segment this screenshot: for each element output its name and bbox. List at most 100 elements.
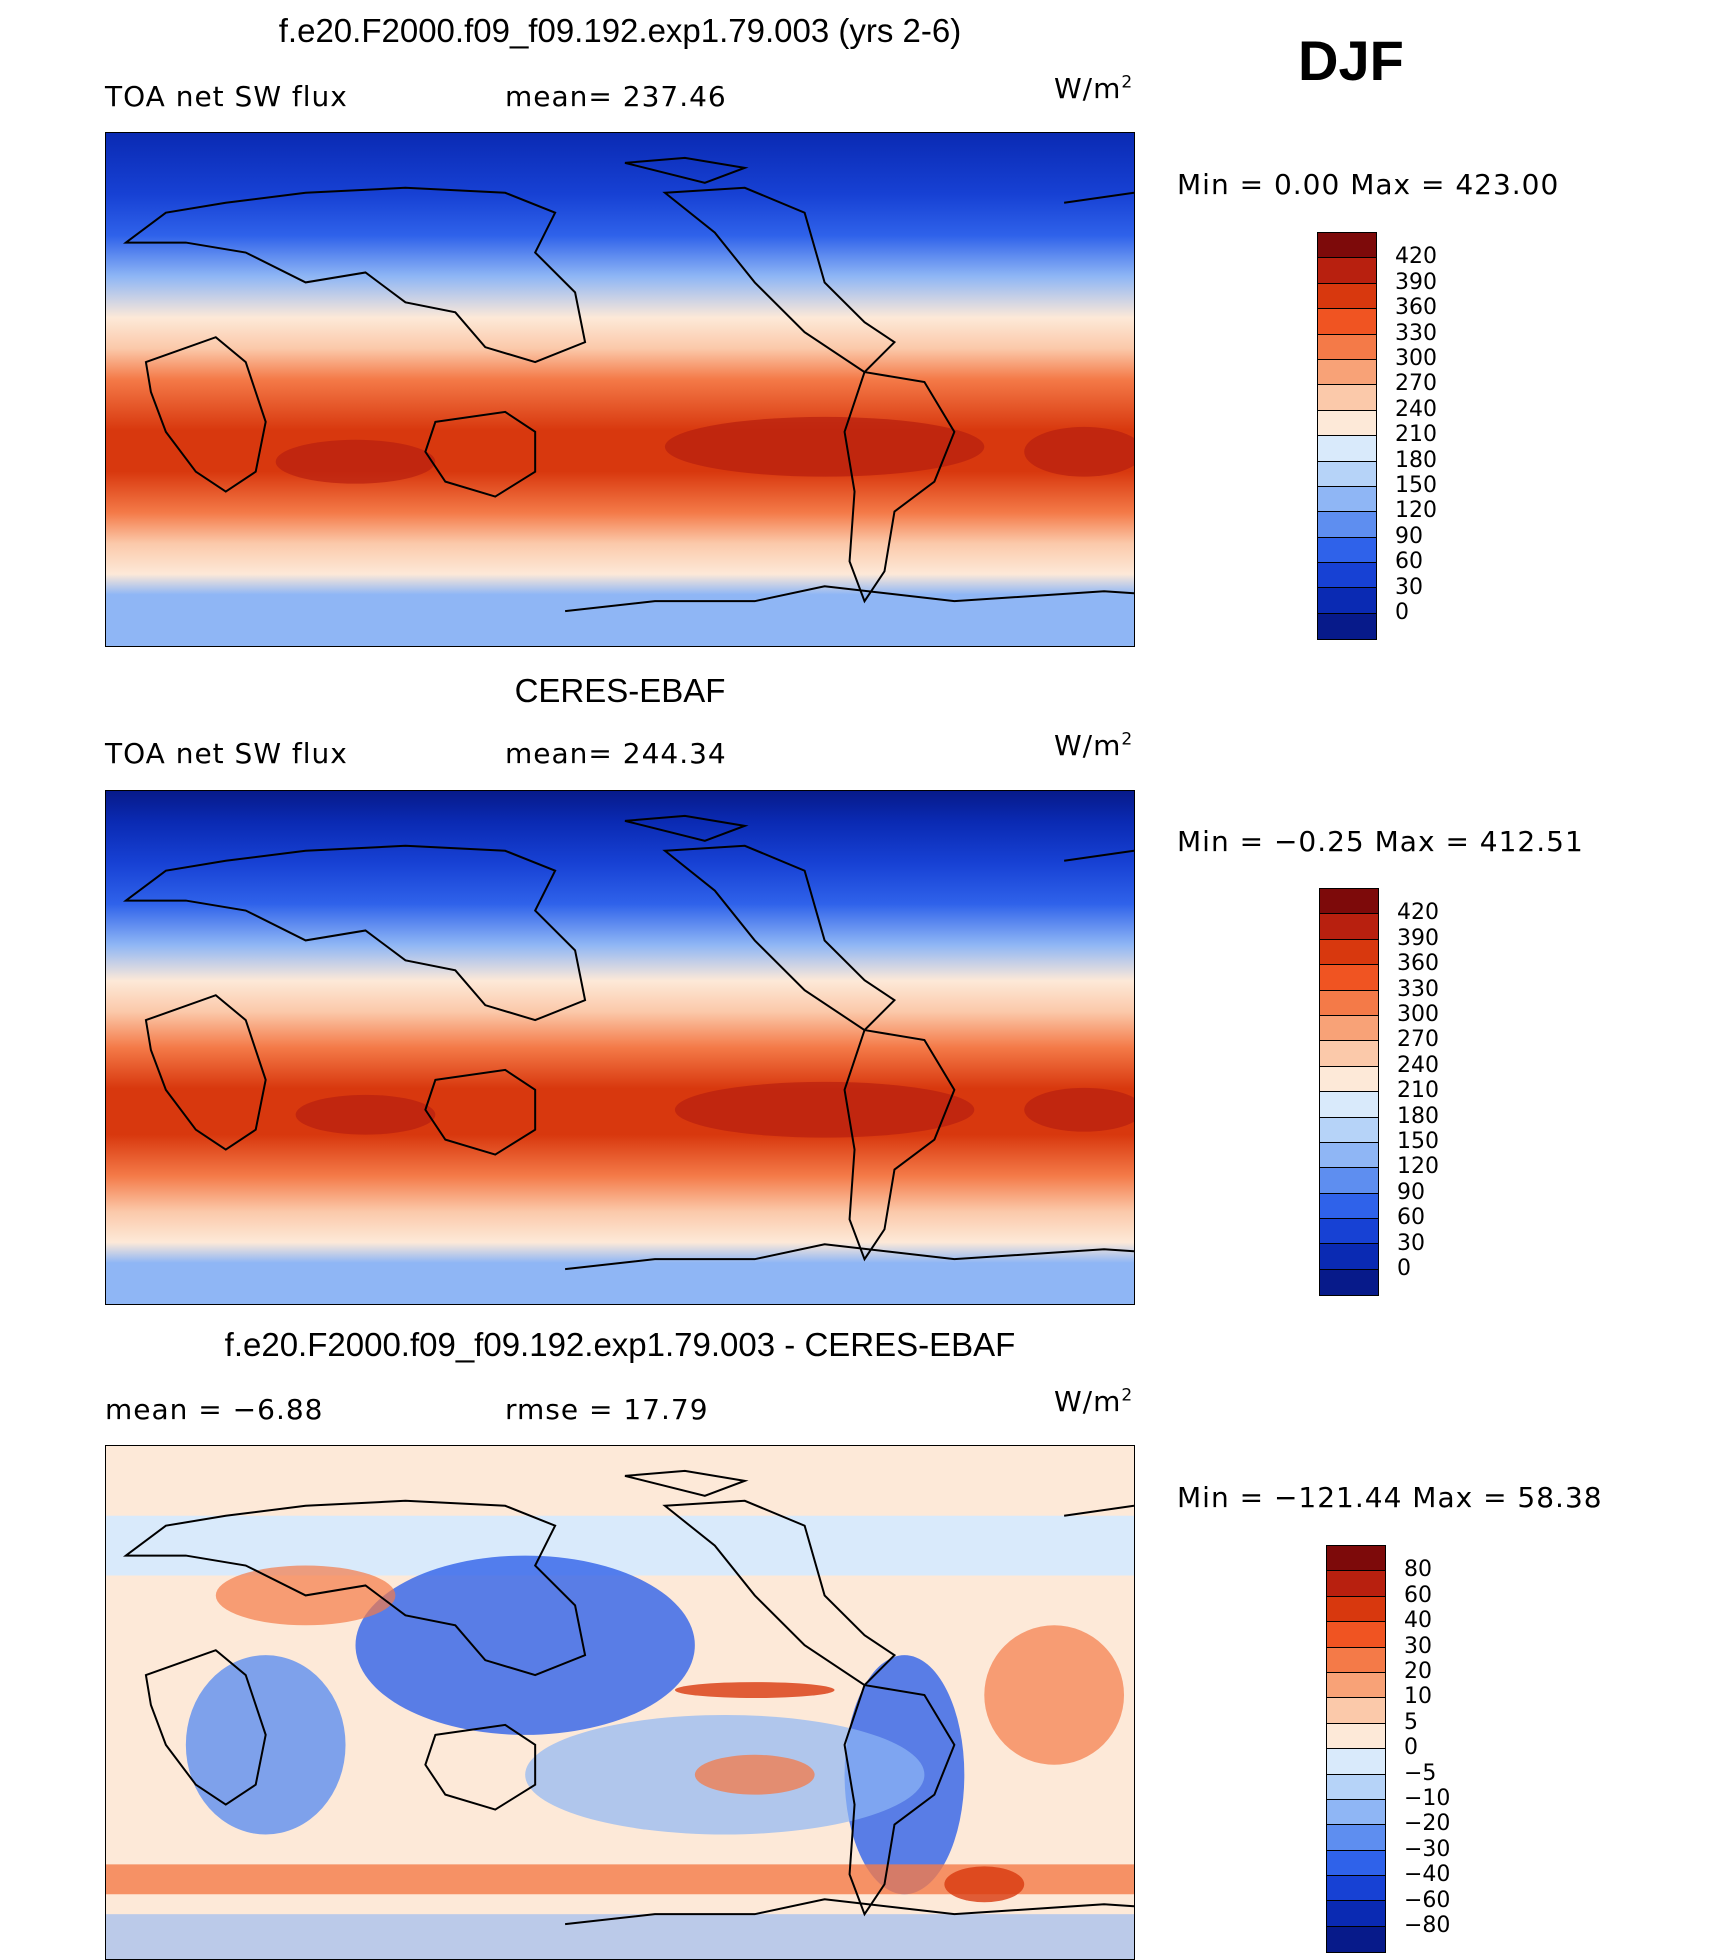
colorbar-tick-label: 0	[1404, 1735, 1418, 1761]
colorbar-swatch	[1327, 1799, 1385, 1826]
colorbar-swatch	[1318, 613, 1376, 640]
colorbar-tick-label: 20	[1404, 1659, 1432, 1684]
colorbar-swatch	[1327, 1723, 1385, 1750]
colorbar-tick-label: 240	[1397, 1052, 1439, 1078]
colorbar-swatch	[1318, 309, 1376, 335]
colorbar-tick-label: −10	[1404, 1786, 1451, 1811]
colorbar-swatch	[1327, 1774, 1385, 1800]
colorbar-tick-label: −40	[1404, 1862, 1451, 1888]
panel2-minmax: Min = −0.25 Max = 412.51	[1177, 825, 1584, 858]
colorbar-tick-label: 300	[1397, 1002, 1439, 1027]
colorbar-swatch	[1327, 1546, 1385, 1572]
colorbar-swatch	[1327, 1622, 1385, 1648]
colorbar-swatch	[1318, 588, 1376, 614]
colorbar-tick-label: 390	[1397, 925, 1439, 951]
colorbar-tick-label: 120	[1397, 1154, 1439, 1180]
panel1-map-svg	[106, 133, 1134, 646]
colorbar-swatch	[1318, 283, 1376, 310]
colorbar-swatch	[1318, 410, 1376, 437]
panel2-units: W/m2	[1054, 729, 1134, 762]
colorbar-tick-label: 270	[1395, 371, 1437, 397]
colorbar-swatch	[1320, 965, 1378, 991]
colorbar-tick-label: 270	[1397, 1027, 1439, 1053]
colorbar-tick-label: 10	[1404, 1684, 1432, 1710]
season-label: DJF	[1298, 29, 1404, 92]
colorbar-swatch	[1327, 1825, 1385, 1851]
colorbar-swatch	[1320, 1041, 1378, 1067]
panel1-mean-label: mean= 237.46	[505, 80, 727, 113]
colorbar-swatch	[1320, 1269, 1378, 1296]
colorbar-swatch	[1320, 889, 1378, 915]
colorbar-swatch	[1320, 990, 1378, 1016]
colorbar-swatch	[1327, 1926, 1385, 1953]
colorbar-swatch	[1320, 1219, 1378, 1245]
colorbar-tick-label: 150	[1395, 473, 1437, 498]
colorbar-swatch	[1320, 1168, 1378, 1194]
colorbar-swatch	[1327, 1596, 1385, 1623]
colorbar-tick-label: −80	[1404, 1913, 1451, 1938]
colorbar-swatch	[1320, 1117, 1378, 1143]
panel2-map-svg	[106, 791, 1134, 1304]
colorbar-tick-label: 0	[1397, 1256, 1411, 1281]
colorbar-swatch	[1320, 1142, 1378, 1169]
panel2-title: CERES-EBAF	[514, 672, 726, 709]
colorbar-tick-label: 60	[1404, 1582, 1432, 1608]
panel3-map-svg	[106, 1446, 1134, 1959]
panel3-colorbar-cells	[1326, 1545, 1386, 1954]
colorbar-swatch	[1318, 359, 1376, 386]
colorbar-tick-label: 90	[1395, 523, 1423, 549]
colorbar-tick-label: −30	[1404, 1836, 1451, 1862]
panel3-minmax: Min = −121.44 Max = 58.38	[1177, 1481, 1603, 1514]
panel2-map	[105, 790, 1135, 1305]
panel1-units: W/m2	[1054, 72, 1134, 105]
colorbar-tick-label: 420	[1397, 900, 1439, 926]
colorbar-tick-label: 180	[1397, 1103, 1439, 1129]
colorbar-swatch	[1327, 1749, 1385, 1775]
colorbar-swatch	[1318, 258, 1376, 284]
colorbar-tick-label: 5	[1404, 1709, 1418, 1735]
colorbar-tick-label: −5	[1404, 1760, 1437, 1786]
colorbar-swatch	[1320, 1092, 1378, 1118]
panel3-map	[105, 1445, 1135, 1960]
colorbar-swatch	[1327, 1647, 1385, 1673]
panel1-map	[105, 132, 1135, 647]
panel2-mean-label: mean= 244.34	[505, 737, 727, 770]
colorbar-tick-label: 360	[1397, 951, 1439, 977]
colorbar-tick-label: 150	[1397, 1129, 1439, 1154]
colorbar-tick-label: 330	[1395, 320, 1437, 346]
colorbar-tick-label: 210	[1397, 1078, 1439, 1104]
panel1-variable-label: TOA net SW flux	[105, 80, 348, 113]
colorbar-tick-label: 390	[1395, 269, 1437, 295]
colorbar-swatch	[1327, 1571, 1385, 1597]
panel2-colorbar-cells	[1319, 888, 1379, 1297]
panel1-minmax: Min = 0.00 Max = 423.00	[1177, 168, 1560, 201]
colorbar-swatch	[1327, 1876, 1385, 1902]
colorbar-tick-label: 30	[1395, 574, 1423, 600]
colorbar-swatch	[1318, 486, 1376, 513]
colorbar-swatch	[1327, 1672, 1385, 1699]
colorbar-tick-label: 60	[1395, 549, 1423, 575]
colorbar-swatch	[1327, 1901, 1385, 1927]
colorbar-swatch	[1318, 436, 1376, 462]
panel2-variable-label: TOA net SW flux	[105, 737, 348, 770]
colorbar-tick-label: 330	[1397, 976, 1439, 1002]
panel1-colorbar-cells	[1317, 232, 1377, 641]
colorbar-tick-label: 0	[1395, 600, 1409, 625]
colorbar-tick-label: 180	[1395, 447, 1437, 473]
panel1-title: f.e20.F2000.f09_f09.192.exp1.79.003 (yrs…	[278, 12, 962, 49]
colorbar-tick-label: 90	[1397, 1179, 1425, 1205]
colorbar-swatch	[1318, 385, 1376, 411]
colorbar-swatch	[1320, 1015, 1378, 1042]
colorbar-tick-label: 40	[1404, 1608, 1432, 1634]
colorbar-tick-label: 240	[1395, 396, 1437, 422]
panel3-title: f.e20.F2000.f09_f09.192.exp1.79.003 - CE…	[224, 1326, 1016, 1363]
colorbar-tick-label: 30	[1404, 1633, 1432, 1659]
colorbar-tick-label: −60	[1404, 1887, 1451, 1913]
colorbar-swatch	[1320, 939, 1378, 966]
colorbar-swatch	[1318, 512, 1376, 538]
colorbar-swatch	[1318, 537, 1376, 564]
panel3-rmse-label: rmse = 17.79	[505, 1393, 709, 1426]
colorbar-tick-label: 210	[1395, 422, 1437, 448]
colorbar-swatch	[1320, 1244, 1378, 1270]
colorbar-swatch	[1320, 1193, 1378, 1220]
